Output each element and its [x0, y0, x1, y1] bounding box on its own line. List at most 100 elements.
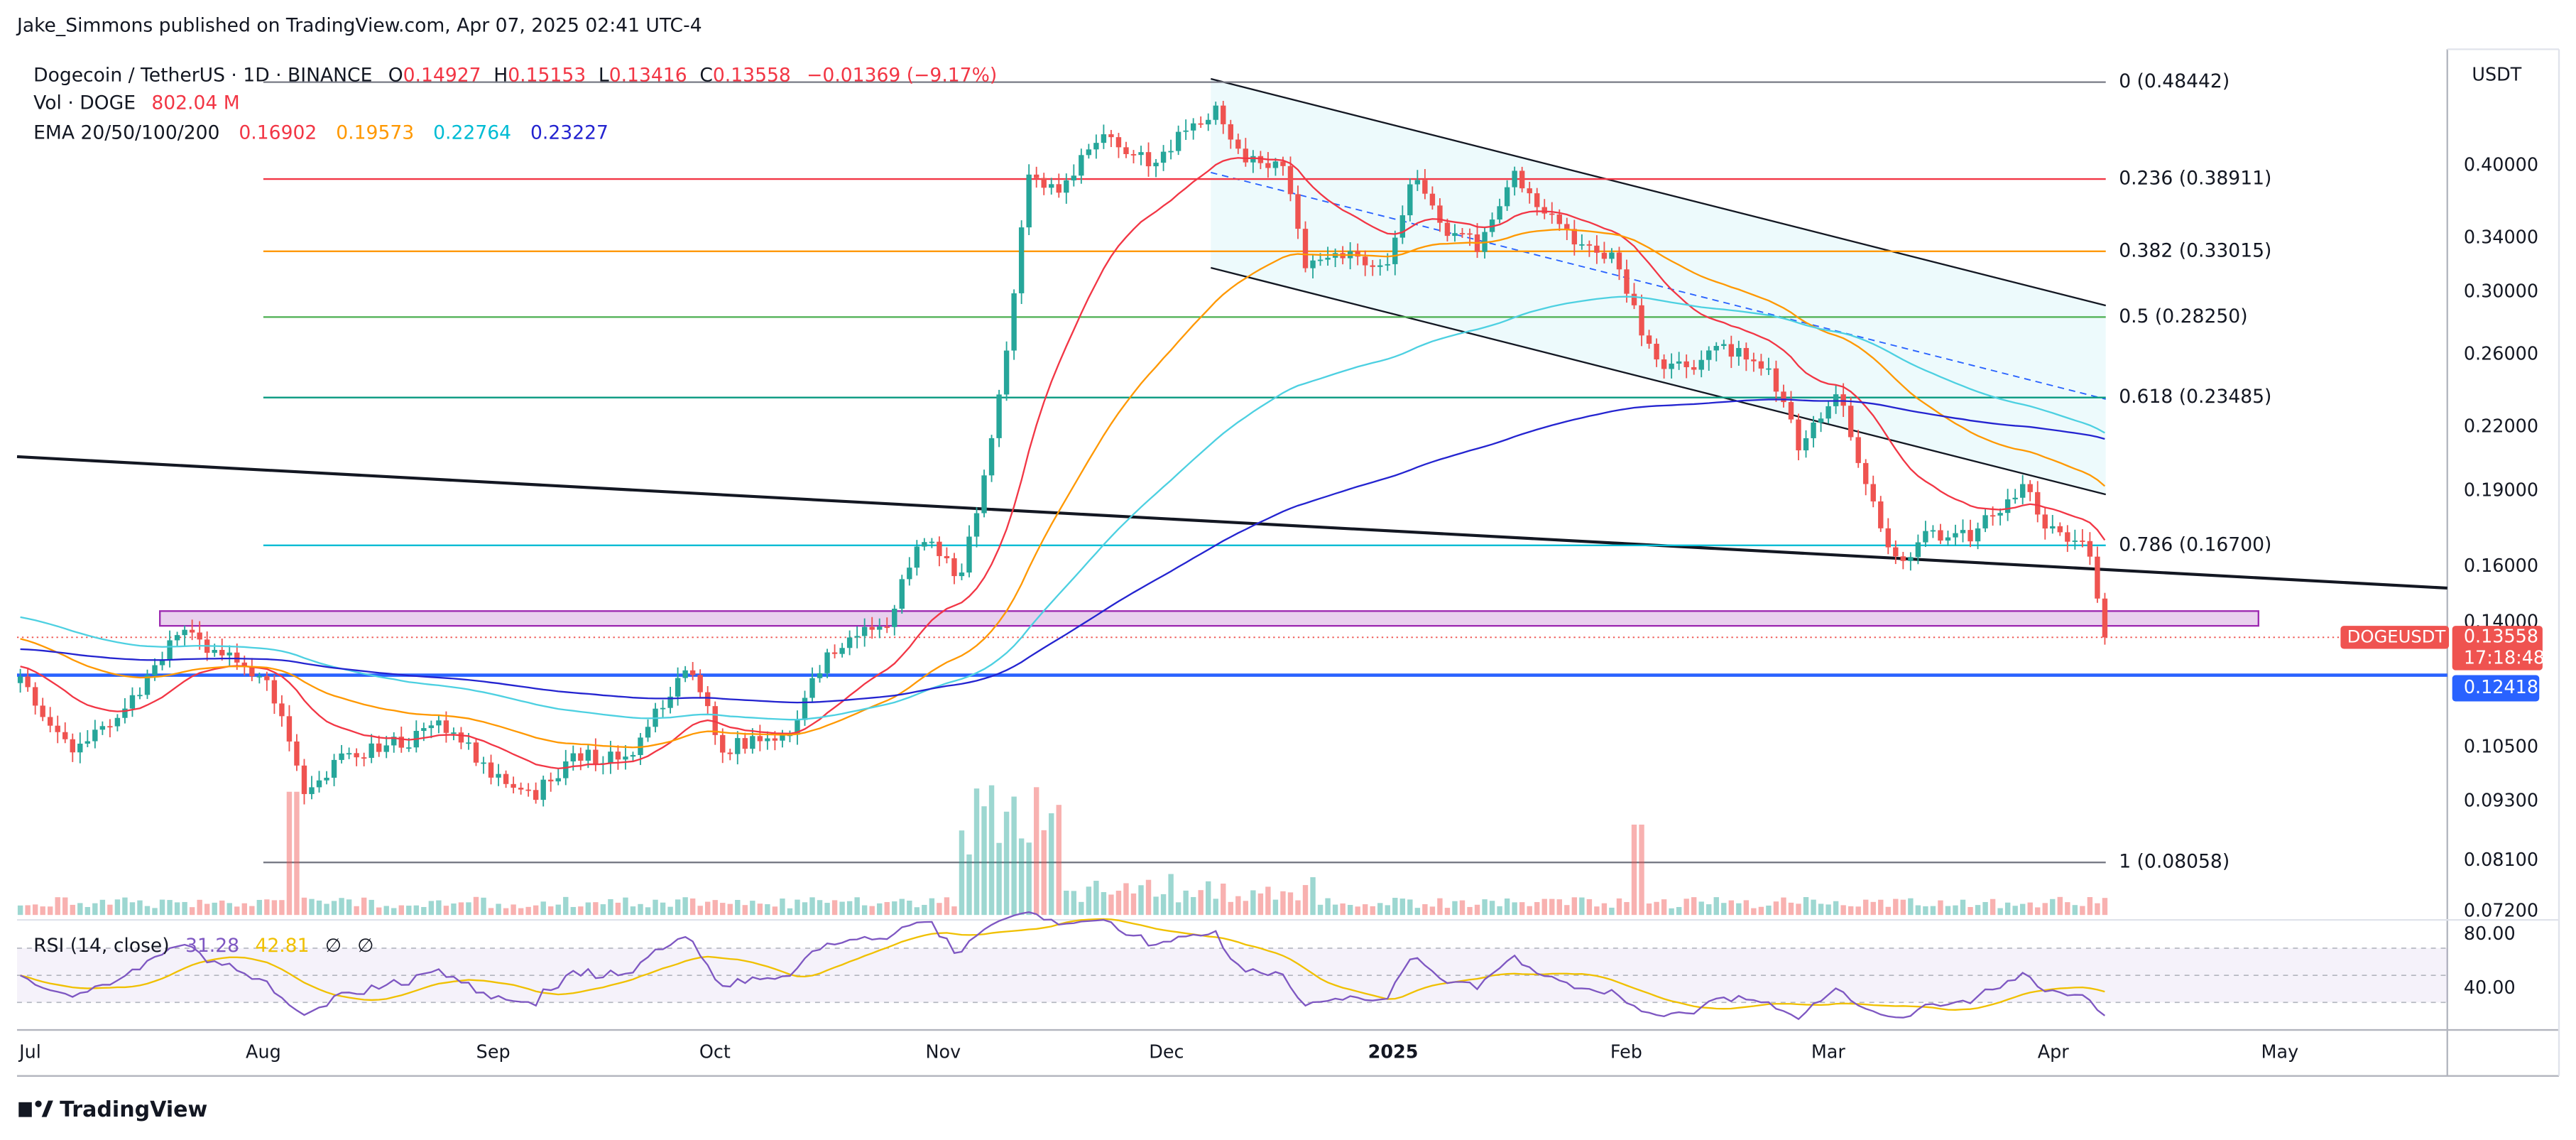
candle-body — [1101, 134, 1107, 143]
candle-body — [1317, 259, 1324, 261]
volume-bar — [286, 791, 293, 916]
candle-body — [704, 692, 711, 707]
candle-body — [481, 762, 486, 764]
candle-body — [570, 753, 576, 761]
candle-body — [809, 678, 815, 698]
candle-body — [1228, 124, 1233, 140]
candle-body — [1698, 359, 1704, 370]
volume-bar — [1908, 898, 1914, 916]
volume-bar — [757, 903, 763, 916]
candle-body — [189, 629, 195, 633]
currency: USDT — [2472, 63, 2521, 85]
candle-body — [1011, 293, 1017, 351]
candle-body — [1975, 528, 1981, 542]
volume-bar — [1541, 899, 1547, 916]
candle-body — [1908, 557, 1914, 561]
candle-body — [271, 680, 278, 704]
volume-bar — [682, 897, 688, 916]
candle-body — [1265, 163, 1271, 168]
volume-bar — [279, 900, 285, 916]
volume-bar — [2080, 906, 2085, 916]
candle-body — [398, 737, 404, 748]
volume-bar — [1101, 891, 1107, 916]
volume-bar — [1377, 903, 1383, 916]
volume-bar — [638, 903, 643, 916]
ohlc-label: O — [388, 64, 403, 86]
candle-body — [473, 742, 479, 763]
volume-bar — [966, 854, 972, 916]
volume-bar — [1953, 905, 1958, 916]
volume-bar — [1243, 901, 1249, 916]
volume-bar — [1355, 906, 1360, 916]
candle-body — [1788, 402, 1794, 420]
ema-label: EMA 20/50/100/200 — [33, 121, 219, 143]
candle-body — [197, 632, 202, 640]
time-label: Aug — [246, 1041, 281, 1062]
volume-bar — [1093, 881, 1099, 916]
volume-bar — [809, 897, 815, 916]
price-label: 0.09300 — [2464, 790, 2538, 811]
volume-bar — [824, 903, 830, 916]
candle-body — [2050, 526, 2056, 529]
candle-body — [1280, 161, 1286, 166]
ohlc-value: 0.15153 — [508, 64, 586, 86]
price-tag-text: 0.13558 — [2464, 625, 2538, 646]
candle-body — [2019, 484, 2026, 498]
candle-body — [1213, 105, 1218, 120]
volume-bar — [1751, 908, 1757, 916]
volume-bar — [1003, 811, 1010, 916]
candle-body — [339, 753, 344, 760]
candle-body — [757, 736, 763, 742]
volume-bar — [219, 900, 225, 916]
volume-bar — [1407, 899, 1413, 916]
volume-bar — [1930, 906, 1936, 916]
candle-body — [1661, 359, 1667, 369]
volume-bar — [466, 902, 471, 916]
volume-bar — [1414, 908, 1421, 916]
candle-body — [540, 779, 546, 800]
volume-bar — [346, 899, 352, 916]
volume-bar — [1519, 902, 1525, 916]
candle-body — [1564, 224, 1570, 229]
candle-body — [1893, 547, 1899, 557]
candle-body — [1115, 137, 1122, 148]
fib-label: 0.5 (0.28250) — [2119, 305, 2247, 327]
candle-body — [1370, 265, 1375, 267]
volume-bar — [831, 900, 838, 916]
volume-bar — [339, 898, 344, 916]
time-label: 2025 — [1368, 1041, 1419, 1062]
candle-body — [354, 753, 359, 758]
candle-body — [17, 676, 23, 683]
volume-bar — [593, 902, 599, 916]
fib-label: 0.382 (0.33015) — [2119, 239, 2271, 261]
volume-bar — [1571, 897, 1578, 916]
candle-body — [428, 725, 435, 729]
candle-body — [2102, 598, 2108, 638]
volume-bar — [1893, 899, 1899, 916]
candle-body — [2057, 526, 2063, 533]
fib-label: 0.236 (0.38911) — [2119, 168, 2271, 190]
candle-body — [697, 675, 703, 693]
volume-bar — [712, 900, 718, 916]
drawings: 0 (0.48442) 0.236 (0.38911) 0.382 (0.33015… — [16, 70, 2447, 873]
price-label: 0.19000 — [2464, 479, 2538, 500]
volume-bar — [1691, 897, 1697, 916]
candle-body — [735, 738, 741, 754]
candle-body — [1108, 134, 1114, 138]
candle-body — [1639, 305, 1644, 336]
candle-body — [2027, 484, 2033, 492]
support-zone — [159, 610, 2259, 627]
volume-bar — [1206, 881, 1211, 916]
candle-body — [1541, 207, 1547, 214]
volume-bar — [1549, 899, 1555, 916]
candle-body — [929, 541, 935, 543]
candle-body — [1855, 437, 1861, 463]
emas — [20, 157, 2106, 770]
volume-bar — [227, 903, 232, 916]
candle-body — [503, 773, 509, 784]
channel-upper — [1211, 77, 2106, 307]
volume-bar — [1773, 901, 1779, 916]
candle-body — [1018, 227, 1025, 293]
rsi-value: 31.28 — [185, 935, 239, 957]
volume-bar — [496, 903, 501, 916]
